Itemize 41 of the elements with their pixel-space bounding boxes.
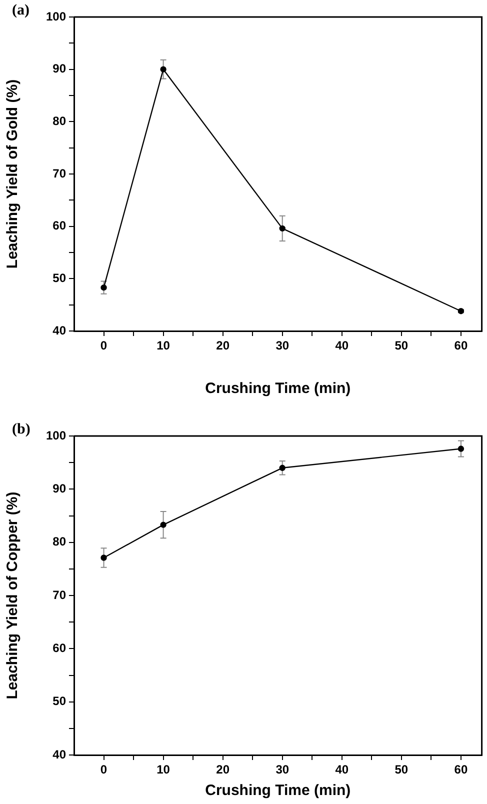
x-tick-label: 0 (100, 762, 108, 777)
chart-title: (b) (12, 421, 30, 438)
y-tick-label: 70 (52, 166, 66, 180)
x-tick-label: 0 (100, 338, 108, 353)
y-tick-label: 40 (52, 323, 66, 338)
point (458, 446, 464, 452)
y-tick-label: 50 (52, 694, 66, 708)
x-tick-label: 30 (276, 762, 290, 777)
x-tick-label: 30 (276, 338, 290, 353)
y-tick-label: 60 (52, 218, 66, 233)
x-tick-label: 50 (394, 762, 408, 777)
point (279, 464, 286, 471)
y-tick-label: 100 (46, 428, 66, 442)
y-tick-label: 80 (52, 114, 66, 128)
point (100, 284, 107, 291)
x-tick-label: 40 (335, 338, 349, 353)
x-tick-label: 50 (394, 338, 408, 353)
chart-title: (a) (12, 2, 30, 18)
x-axis-title: Crushing Time (min) (205, 380, 351, 398)
y-axis-title: Leaching Yield of Gold (%) (4, 79, 22, 269)
y-tick-label: 100 (46, 9, 66, 24)
point (100, 554, 107, 561)
y-tick-label: 90 (52, 481, 66, 496)
x-tick-label: 60 (454, 338, 468, 353)
y-tick-label: 70 (52, 588, 66, 602)
y-tick-label: 60 (52, 640, 66, 655)
point (160, 522, 166, 528)
x-tick-label: 20 (216, 338, 230, 353)
y-tick-label: 80 (52, 534, 66, 549)
y-tick-label: 90 (52, 62, 66, 76)
x-tick-label: 40 (335, 762, 349, 777)
point (160, 66, 166, 72)
y-tick-label: 40 (52, 747, 66, 762)
y-axis-title: Leaching Yield of Copper (%) (4, 492, 22, 700)
x-tick-label: 10 (156, 338, 170, 353)
point (279, 225, 286, 232)
y-tick-label: 50 (52, 270, 66, 285)
x-tick-label: 20 (216, 762, 230, 777)
x-tick-label: 10 (156, 762, 170, 777)
x-tick-label: 60 (454, 762, 468, 777)
x-axis-title: Crushing Time (min) (205, 782, 351, 800)
